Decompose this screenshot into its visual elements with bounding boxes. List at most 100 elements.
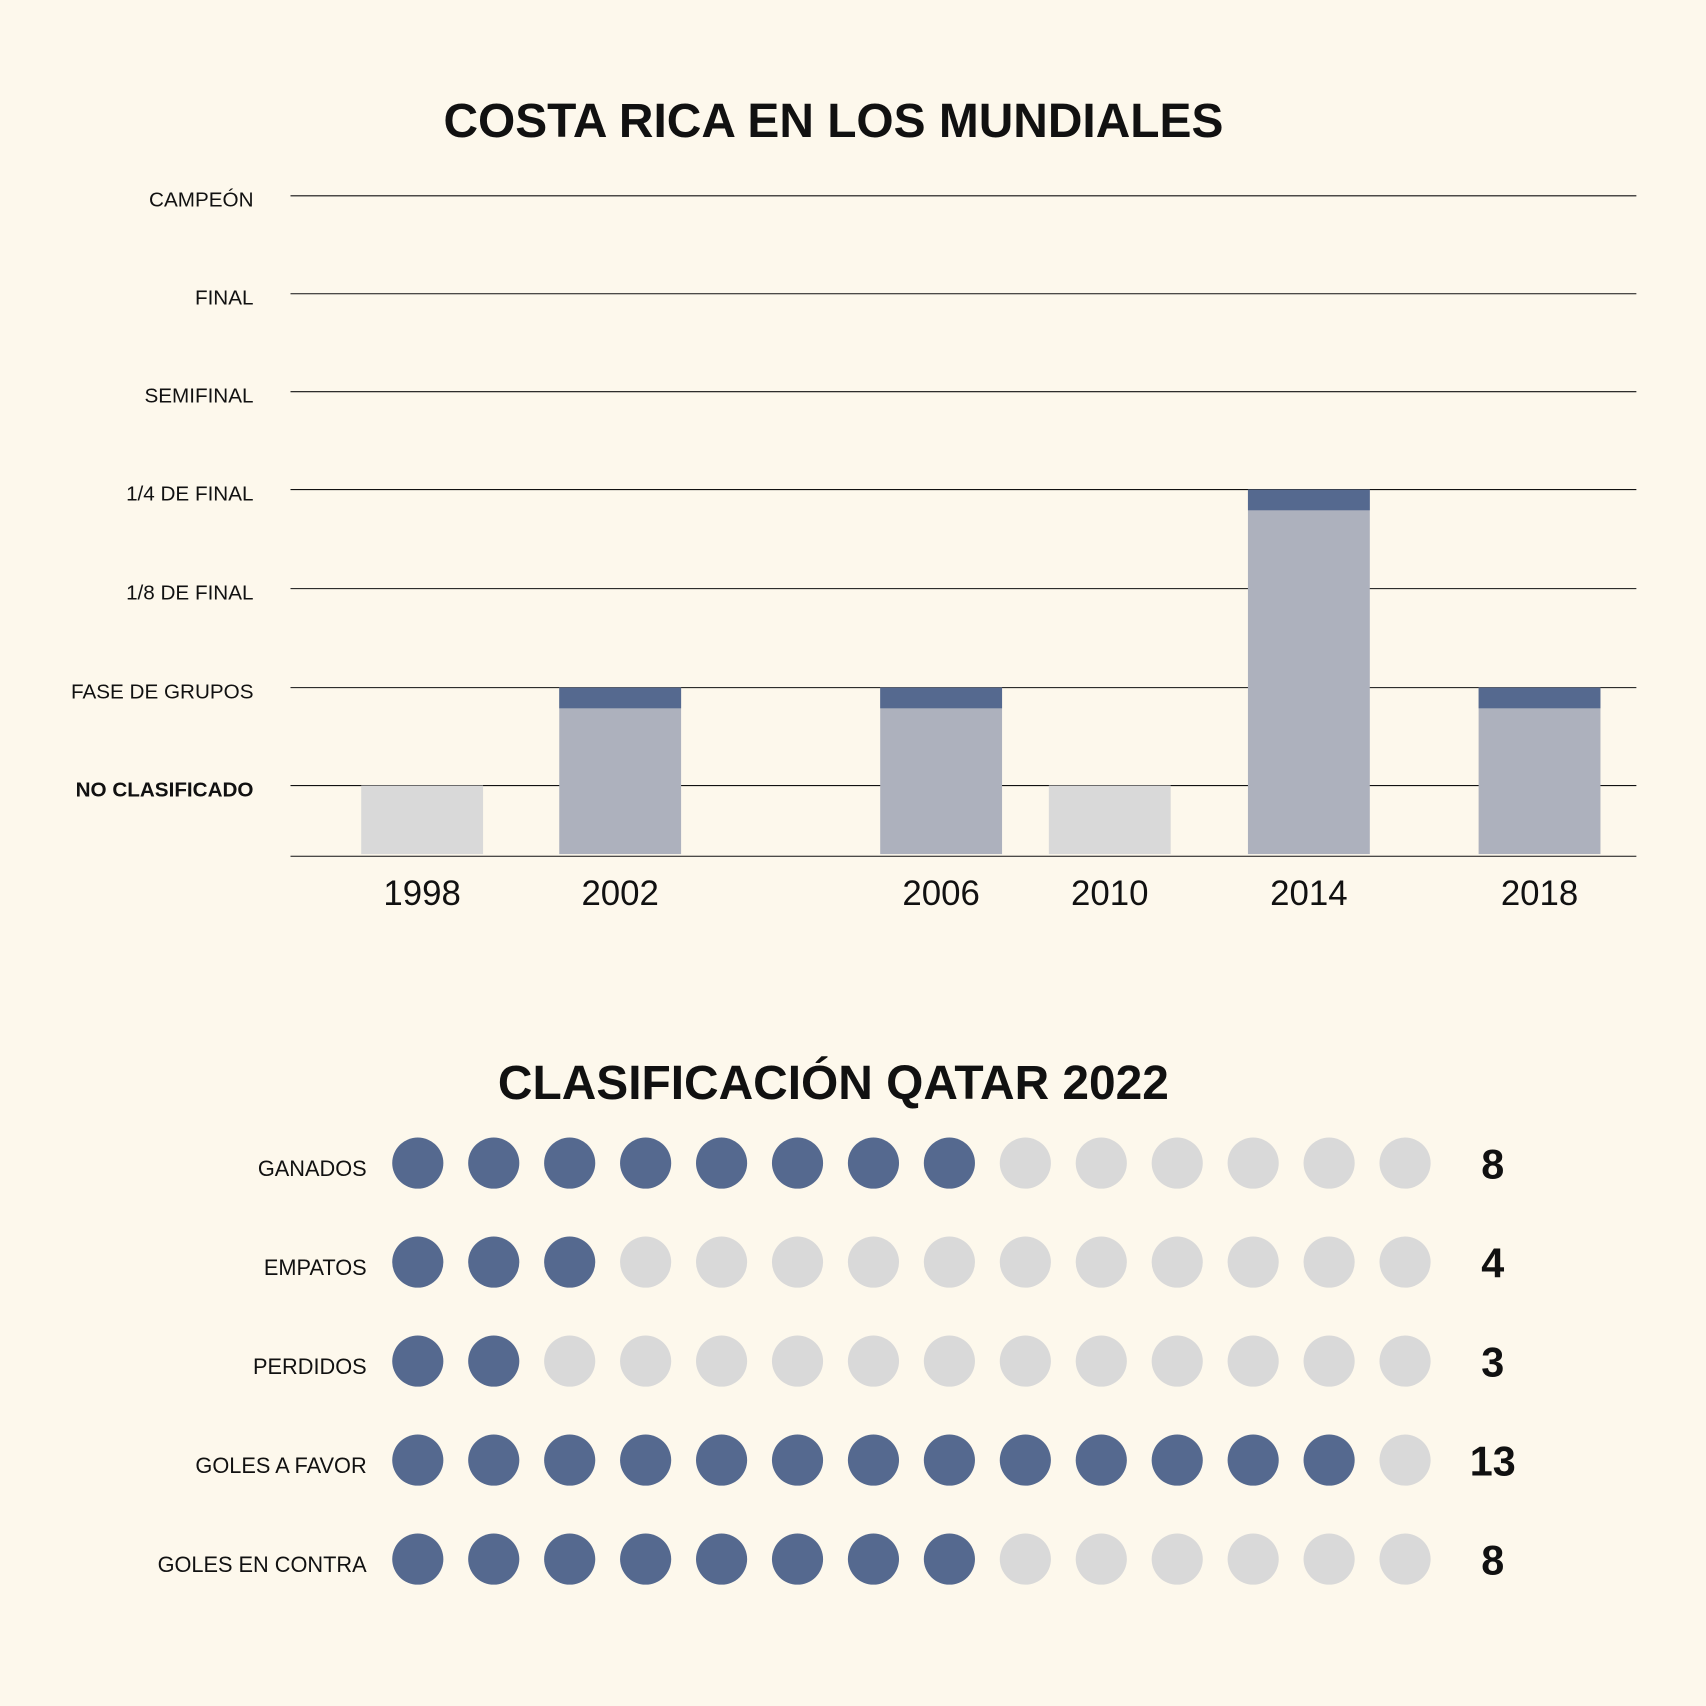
empty-dot	[771, 1335, 824, 1387]
filled-dot	[696, 1533, 748, 1585]
empty-dot	[620, 1335, 672, 1387]
level-label: 1/4 DE FINAL	[126, 482, 253, 505]
empty-dot	[1379, 1335, 1431, 1387]
empty-dot	[1227, 1335, 1279, 1387]
dot-chart: GANADOS 8 EMPATOS 4 PERDIDOS 3 GOLES A FAVOR 13…	[158, 1137, 1516, 1585]
filled-dot	[696, 1137, 748, 1189]
year-label: 2002	[581, 874, 658, 913]
row-value: 8	[1481, 1141, 1504, 1187]
filled-dot	[392, 1434, 444, 1486]
filled-dot	[999, 1434, 1051, 1486]
bar-chart: NO CLASIFICADO FASE DE GRUPOS 1/8 DE FINAL…	[71, 189, 1637, 913]
empty-dot	[696, 1335, 748, 1387]
empty-dot	[1075, 1236, 1127, 1288]
filled-dot	[923, 1137, 975, 1189]
empty-dot	[1379, 1533, 1431, 1585]
level-label: 1/8 DE FINAL	[126, 581, 253, 604]
row-label: EMPATOS	[264, 1255, 367, 1280]
filled-dot	[468, 1335, 520, 1387]
empty-dot	[1151, 1137, 1203, 1189]
empty-dot	[999, 1236, 1051, 1288]
row-value: 4	[1481, 1240, 1504, 1286]
bar-cap-2018	[1478, 687, 1601, 709]
filled-dot	[544, 1434, 596, 1486]
filled-dot	[1151, 1434, 1203, 1486]
filled-dot	[847, 1533, 900, 1585]
year-label: 2018	[1501, 874, 1578, 913]
empty-dot	[1151, 1335, 1203, 1387]
level-label: FASE DE GRUPOS	[71, 681, 254, 704]
bar-chart-title: COSTA RICA EN LOS MUNDIALES	[443, 95, 1223, 148]
empty-dot	[1151, 1533, 1203, 1585]
empty-dot	[1303, 1236, 1355, 1288]
empty-dot	[847, 1236, 900, 1288]
filled-dot	[620, 1434, 672, 1486]
filled-dot	[923, 1434, 975, 1486]
empty-dot	[620, 1236, 672, 1288]
filled-dot	[1303, 1434, 1355, 1486]
filled-dot	[544, 1533, 596, 1585]
empty-dot	[1303, 1533, 1355, 1585]
empty-dot	[1227, 1236, 1279, 1288]
filled-dot	[771, 1533, 824, 1585]
dot-chart-title: CLASIFICACIÓN QATAR 2022	[498, 1055, 1169, 1110]
empty-dot	[1151, 1236, 1203, 1288]
bar-2014	[1247, 489, 1370, 855]
row-label: GOLES A FAVOR	[195, 1453, 366, 1478]
empty-dot	[696, 1236, 748, 1288]
empty-dot	[999, 1533, 1051, 1585]
empty-dot	[1075, 1533, 1127, 1585]
bar-2010	[1048, 785, 1171, 855]
empty-dot	[1303, 1335, 1355, 1387]
empty-dot	[1379, 1236, 1431, 1288]
filled-dot	[392, 1335, 444, 1387]
filled-dot	[468, 1434, 520, 1486]
filled-dot	[1227, 1434, 1279, 1486]
empty-dot	[544, 1335, 596, 1387]
filled-dot	[468, 1236, 520, 1288]
level-label: CAMPEÓN	[149, 189, 253, 212]
filled-dot	[696, 1434, 748, 1486]
empty-dot	[1075, 1335, 1127, 1387]
bar-2002	[559, 687, 682, 855]
bar-cap-2002	[559, 687, 682, 709]
empty-dot	[999, 1137, 1051, 1189]
empty-dot	[923, 1236, 975, 1288]
row-label: GANADOS	[258, 1156, 367, 1181]
filled-dot	[392, 1236, 444, 1288]
level-label: NO CLASIFICADO	[76, 778, 254, 801]
bar-cap-2014	[1247, 489, 1370, 511]
year-label: 2014	[1270, 874, 1347, 913]
level-label: FINAL	[195, 287, 254, 310]
empty-dot	[847, 1335, 900, 1387]
filled-dot	[771, 1137, 824, 1189]
empty-dot	[999, 1335, 1051, 1387]
bar-1998	[361, 785, 484, 855]
row-value: 3	[1481, 1339, 1504, 1385]
bar-2018	[1478, 687, 1601, 855]
empty-dot	[1379, 1137, 1431, 1189]
empty-dot	[1227, 1137, 1279, 1189]
filled-dot	[544, 1137, 596, 1189]
row-value: 13	[1470, 1438, 1516, 1484]
filled-dot	[468, 1533, 520, 1585]
filled-dot	[392, 1533, 444, 1585]
filled-dot	[923, 1533, 975, 1585]
filled-dot	[847, 1137, 900, 1189]
bar-cap-2006	[880, 687, 1003, 709]
level-label: SEMIFINAL	[144, 385, 253, 408]
bar-2006	[880, 687, 1003, 855]
filled-dot	[620, 1137, 672, 1189]
filled-dot	[620, 1533, 672, 1585]
empty-dot	[923, 1335, 975, 1387]
filled-dot	[1075, 1434, 1127, 1486]
year-label: 2006	[902, 874, 979, 913]
empty-dot	[771, 1236, 824, 1288]
filled-dot	[392, 1137, 444, 1189]
filled-dot	[771, 1434, 824, 1486]
filled-dot	[468, 1137, 520, 1189]
empty-dot	[1075, 1137, 1127, 1189]
filled-dot	[847, 1434, 900, 1486]
